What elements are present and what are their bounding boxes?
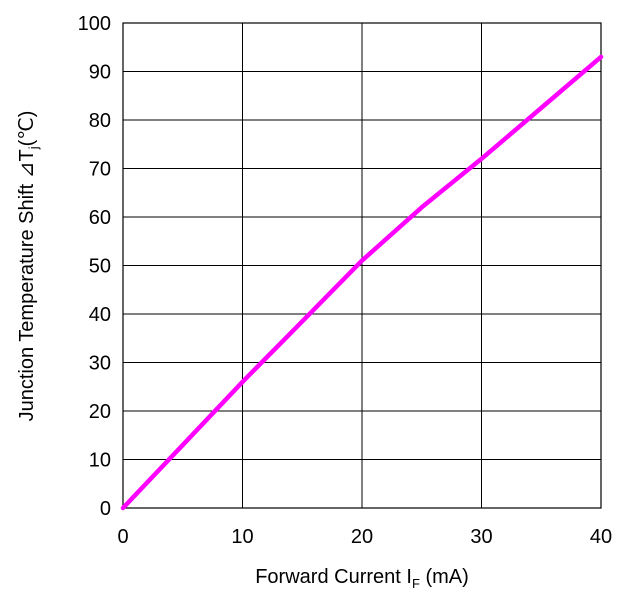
x-tick-label: 30 (470, 526, 492, 548)
y-tick-label: 30 (89, 353, 111, 375)
y-tick-label: 60 (89, 207, 111, 229)
y-tick-label: 80 (89, 110, 111, 132)
y-tick-label: 20 (89, 401, 111, 423)
x-tick-label: 0 (117, 526, 128, 548)
y-tick-label: 10 (89, 450, 111, 472)
x-tick-label: 40 (590, 526, 612, 548)
x-tick-label: 10 (231, 526, 253, 548)
y-tick-label: 50 (89, 256, 111, 278)
temperature-shift-curve (120, 54, 604, 511)
x-tick-labels: 0 10 20 30 40 (117, 526, 612, 548)
y-tick-labels: 0 10 20 30 40 50 60 70 80 90 100 (78, 13, 111, 520)
x-axis-label-subscript: F (412, 576, 420, 591)
y-tick-label: 100 (78, 13, 111, 35)
y-tick-label: 90 (89, 62, 111, 84)
x-axis-label-unit: (mA) (420, 566, 469, 588)
y-tick-label: 0 (100, 498, 111, 520)
y-axis-label-unit: (℃) (16, 111, 38, 147)
y-axis-label-subscript: j (26, 146, 41, 150)
x-tick-label: 20 (351, 526, 373, 548)
y-tick-label: 40 (89, 304, 111, 326)
series-layer (120, 54, 604, 511)
x-axis-label: Forward Current IF (mA) (255, 566, 469, 591)
x-axis-label-main: Forward Current I (255, 566, 412, 588)
y-axis-label-main: Junction Temperature Shift ⊿T (16, 149, 38, 421)
y-tick-label: 70 (89, 159, 111, 181)
y-axis-label: Junction Temperature Shift ⊿Tj(℃) (16, 111, 41, 422)
plot-area-frame (122, 22, 602, 509)
